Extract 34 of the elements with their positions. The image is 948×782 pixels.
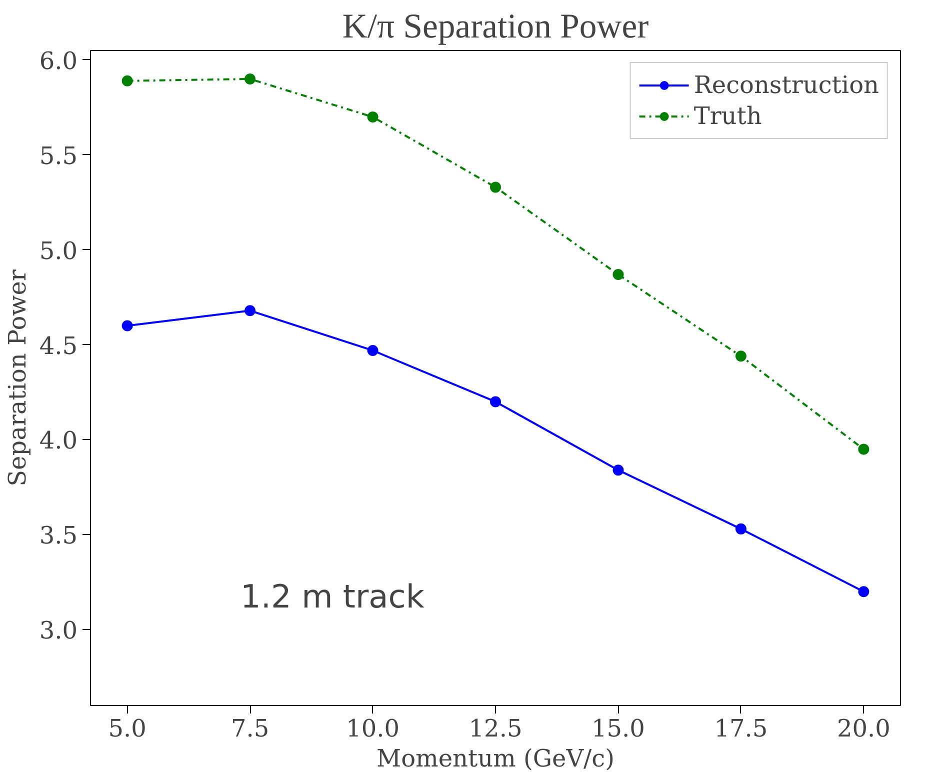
x-tick-label: 17.5 [714,714,768,742]
x-axis-title: Momentum (GeV/c) [376,744,614,772]
legend-label: Reconstruction [694,71,879,99]
x-tick-label: 20.0 [836,714,890,742]
y-tick-label: 3.0 [39,616,78,645]
point [122,75,133,86]
point [858,586,870,598]
point [490,182,501,193]
point [735,350,746,362]
y-axis-title: Separation Power [3,269,32,486]
point [612,464,624,476]
chart-title: K/π Separation Power [342,8,650,46]
x-tick-label: 10.0 [346,714,400,742]
y-tick-label: 3.5 [39,522,78,550]
point [367,111,378,122]
y-tick-label: 4.5 [39,332,78,360]
x-tick-label: 7.5 [230,714,270,742]
x-tick-label: 15.0 [592,714,645,742]
point [244,305,256,316]
x-tick-label: 5.0 [108,714,146,742]
legend-label: Truth [694,102,762,130]
y-tick-label: 5.0 [39,236,78,265]
y-tick-label: 6.0 [39,46,78,75]
y-tick-label: 5.5 [39,142,78,170]
x-tick-label: 12.5 [468,714,522,742]
point [122,320,133,332]
point [490,396,501,408]
point [735,523,746,534]
point [612,269,624,280]
point [367,344,378,356]
y-tick-label: 4.0 [39,426,78,455]
point [244,73,256,84]
point [858,444,870,455]
annotation: 1.2 m track [240,578,425,616]
